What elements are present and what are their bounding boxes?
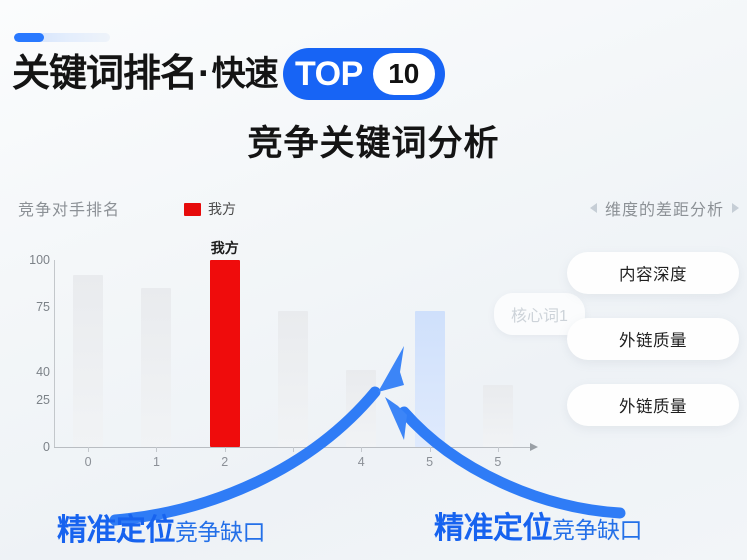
top-badge-number: 10	[388, 58, 420, 89]
dimension-card-list: 内容深度 外链质量 外链质量	[567, 252, 739, 426]
bar-5[interactable]	[414, 310, 445, 447]
bar-4[interactable]	[346, 370, 377, 447]
dimension-card-label: 外链质量	[619, 398, 687, 416]
dimension-card-label: 内容深度	[619, 266, 687, 284]
bar-value-label: 我方	[210, 240, 239, 256]
y-axis-tick-label: 0	[43, 440, 50, 454]
x-axis-tick-label: 5	[494, 455, 502, 469]
x-axis-tick	[497, 447, 499, 452]
triangle-right-icon	[732, 203, 739, 213]
progress-bar-fill	[14, 33, 44, 42]
chart-legend: 我方	[184, 199, 236, 219]
dimension-card[interactable]: 内容深度	[567, 252, 739, 294]
y-axis-tick-label: 75	[36, 299, 50, 314]
bar-5[interactable]	[482, 385, 513, 447]
right-panel-title: 维度的差距分析	[604, 202, 724, 219]
page-title: 关键词排名 · 快速	[12, 48, 279, 100]
x-axis-tick	[293, 447, 294, 452]
page-title-sub: 快速	[211, 55, 279, 93]
y-axis-ticks: 100 75 40 25 0	[14, 250, 50, 454]
top-badge-number-oval: 10	[372, 53, 435, 95]
x-axis-tick	[88, 447, 90, 452]
callout-left-sub: 竞争缺口	[175, 519, 266, 545]
callout-right-sub: 竞争缺口	[552, 517, 643, 543]
x-axis-tick	[156, 447, 158, 452]
x-axis-tick-label: 2	[221, 455, 229, 469]
top-rank-badge: TOP 10	[283, 48, 445, 100]
y-axis-tick-label: 100	[29, 253, 50, 267]
chart-title: 竞争对手排名	[18, 202, 121, 219]
y-axis-tick-label: 25	[36, 393, 50, 408]
bar-2-highlight[interactable]	[209, 260, 240, 447]
top-badge-text: TOP	[295, 55, 363, 93]
callout-left-headline: 精准定位	[57, 514, 176, 547]
legend-swatch-icon	[184, 202, 201, 216]
bar-0[interactable]	[73, 274, 104, 447]
bar-chart: 100 75 40 25 0 0 1 我方 2 3 4 5 5	[14, 240, 538, 469]
page-subtitle-text: 竞争关键词分析	[247, 124, 500, 163]
page-title-separator: ·	[198, 52, 211, 95]
x-axis-tick	[429, 447, 431, 452]
x-axis-tick-label: 0	[84, 455, 92, 469]
progress-bar	[14, 33, 110, 42]
x-axis-tick-label: 5	[426, 455, 434, 469]
callout-left: 精准定位 竞争缺口	[57, 505, 266, 549]
dimension-card-label: 外链质量	[619, 332, 687, 350]
page-title-main: 关键词排名	[12, 53, 198, 95]
x-axis-tick	[224, 447, 226, 452]
x-axis-tick-label: 4	[357, 455, 365, 469]
callout-right: 精准定位 竞争缺口	[434, 503, 643, 547]
triangle-left-icon	[589, 203, 597, 213]
dimension-card[interactable]: 外链质量	[567, 384, 739, 426]
x-axis-tick-label: 3	[289, 455, 297, 469]
x-axis-tick-label: 1	[152, 455, 160, 469]
dimension-card[interactable]: 外链质量	[567, 318, 739, 360]
right-panel-header: 维度的差距分析	[589, 196, 739, 220]
x-axis-tick	[361, 447, 363, 452]
page-subtitle: 竞争关键词分析	[0, 115, 747, 166]
legend-label: 我方	[208, 201, 236, 217]
y-axis-tick-label: 40	[36, 365, 50, 380]
callout-right-headline: 精准定位	[434, 512, 553, 545]
bar-3[interactable]	[278, 310, 308, 447]
bar-series	[54, 260, 532, 447]
bar-1[interactable]	[141, 288, 172, 447]
y-axis-line	[54, 260, 55, 448]
